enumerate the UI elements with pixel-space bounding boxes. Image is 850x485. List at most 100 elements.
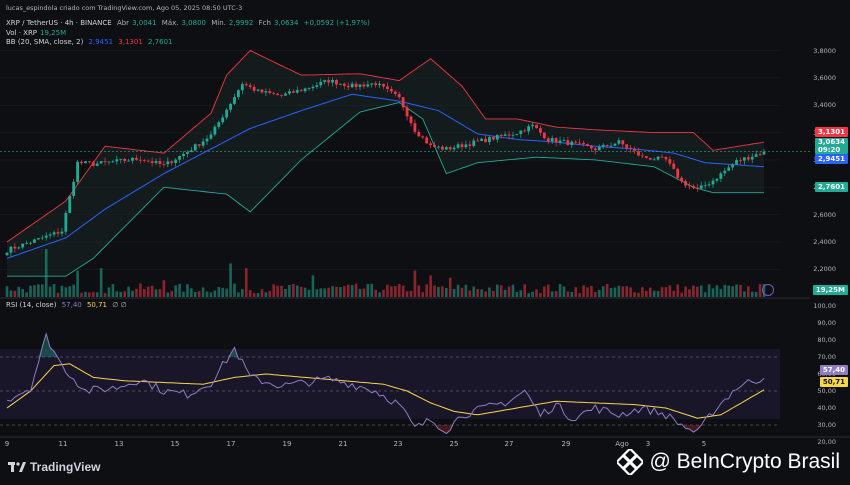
volume-bar [609,287,613,297]
volume-bar [146,286,150,297]
candle-body [366,84,370,87]
candle-body [25,243,29,244]
candle-body [21,243,25,248]
volume-bar [264,292,268,297]
candle-body [335,79,338,85]
volume-bar [135,288,138,297]
candle-body [389,88,393,92]
candle-body [264,91,268,93]
rsi-tick-label: 50,00 [817,387,836,395]
volume-bar [88,292,91,297]
candle-body [574,141,578,143]
snapshot-icon[interactable] [762,284,774,296]
volume-bar [197,291,201,297]
volume-bar [472,286,476,297]
candle-body [5,252,9,256]
volume-bar [566,291,570,297]
volume-bar [570,292,574,297]
candle-body [142,160,146,162]
volume-bar [495,284,499,297]
volume-bar [21,289,24,297]
candle-body [601,144,605,147]
rsi-legend[interactable]: RSI (14, close) 57,40 50,71 ∅ ∅ [6,301,127,309]
time-tick-label: 29 [561,440,571,448]
open-value: 3,0041 [132,19,157,27]
volume-bar [680,292,683,297]
candle-body [566,140,570,146]
volume-legend[interactable]: Vol · XRP 19,25M [6,29,67,37]
candle-body [519,130,523,134]
volume-bar [488,287,491,297]
volume-bar [664,287,668,297]
volume-bar [574,287,578,297]
volume-bar [154,289,158,297]
candle-body [84,161,87,164]
candle-body [550,138,554,142]
price-tick-label: 2,2000 [813,265,836,274]
volume-bar [33,285,36,297]
candle-body [48,234,52,236]
volume-bar [315,289,319,297]
volume-bar [331,286,334,297]
candle-body [605,144,609,147]
candle-body [444,147,448,150]
volume-bar [272,284,276,297]
candle-body [562,140,566,142]
tradingview-logo[interactable]: TradingView [8,460,100,474]
candle-body [189,150,193,153]
rsi-pane [0,332,780,435]
candle-body [354,83,358,87]
candle-body [17,247,21,249]
last-price-badge: 3,0634 09:20 [814,138,848,154]
volume-bar [397,283,401,297]
volume-bar [362,288,366,297]
volume-bar [535,289,538,297]
candle-body [186,152,189,154]
volume-bar [335,286,338,297]
candle-body [307,88,311,89]
candle-body [723,170,727,174]
price-tick-label: 3,8000 [813,46,836,55]
candle-body [511,134,515,136]
volume-bar [288,284,291,297]
time-tick-label: 13 [114,440,124,448]
candle-body [162,163,166,165]
candle-body [468,144,472,146]
candle-body [52,232,56,235]
volume-bar [476,288,479,297]
volume-bar [119,291,123,297]
rsi-oversold-fill [7,425,764,434]
candle-body [495,134,499,140]
candle-body [64,212,68,232]
candle-body [154,161,158,163]
candle-body [637,151,640,156]
volume-bar [617,285,621,297]
volume-bar [174,285,177,297]
candle-body [664,157,668,160]
volume-bar [358,288,362,297]
volume-bar [437,287,440,297]
candle-body [684,181,687,186]
candle-body [103,161,107,162]
symbol-label[interactable]: XRP / TetherUS · 4h · BINANCE [6,19,112,27]
bollinger-legend[interactable]: BB (20, SMA, close, 2) 2,9451 3,1301 2,7… [6,38,173,46]
candle-body [346,85,350,88]
candle-body [201,141,205,146]
candle-body [193,144,197,151]
time-tick-label: 21 [338,440,348,448]
candle-body [44,235,48,238]
candle-body [107,161,111,163]
candle-body [378,83,382,86]
candle-body [484,138,487,143]
candle-body [429,143,433,146]
candle-body [746,157,750,160]
rsi-tick-label: 30,00 [817,421,836,429]
volume-bar [25,292,28,297]
volume-bar [248,290,252,297]
price-tick-label: 3,4000 [813,101,836,110]
candle-body [413,123,417,132]
volume-bar [554,291,558,297]
candle-body [644,156,648,159]
candle-body [680,177,684,182]
